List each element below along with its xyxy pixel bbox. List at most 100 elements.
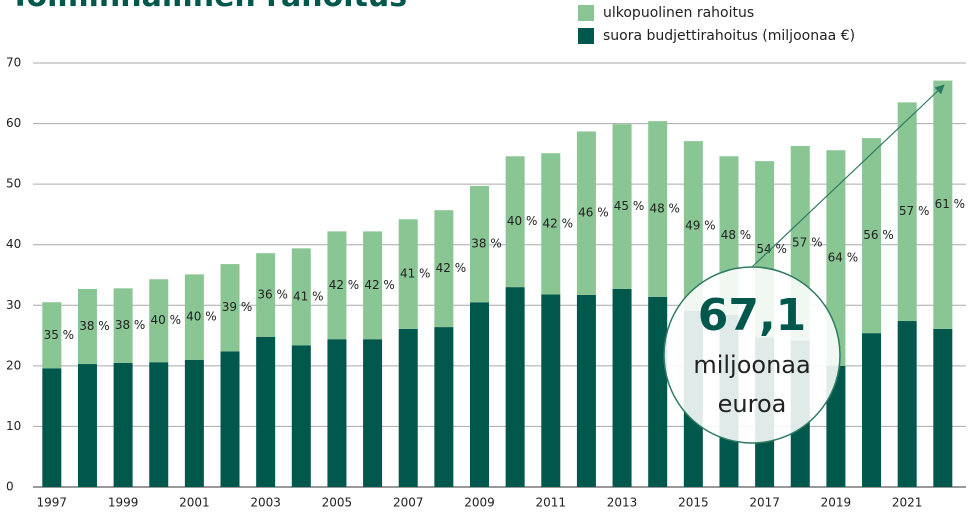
bar-segment <box>434 327 454 487</box>
bar-segment <box>826 150 846 366</box>
x-tick-label: 2021 <box>892 496 923 510</box>
bar-segment <box>184 274 204 360</box>
callout-value: 67,1 <box>698 290 807 341</box>
bar-segment <box>541 294 561 487</box>
bar-segment <box>42 368 62 487</box>
legend-swatch <box>578 28 594 44</box>
chart-title: Toiminnallinen rahoitus <box>10 0 407 14</box>
x-tick-label: 2009 <box>464 496 495 510</box>
share-label: 57 % <box>792 236 823 250</box>
bar-segment <box>612 124 632 289</box>
bar-segment <box>648 121 668 297</box>
bar-segment <box>505 156 525 288</box>
bar-segment <box>648 296 668 487</box>
share-label: 42 % <box>329 278 360 292</box>
y-tick-label: 30 <box>6 298 21 312</box>
callout-line: euroa <box>718 390 787 418</box>
x-tick-label: 2001 <box>179 496 210 510</box>
bar-segment <box>576 294 596 487</box>
x-tick-label: 2011 <box>536 496 567 510</box>
bar-segment <box>398 328 418 487</box>
x-tick-label: 2015 <box>678 496 709 510</box>
share-label: 42 % <box>364 278 395 292</box>
y-tick-label: 50 <box>6 177 21 191</box>
share-label: 38 % <box>79 319 110 333</box>
callout-circle <box>663 266 841 444</box>
bar-segment <box>77 364 97 487</box>
bar-segment <box>256 253 276 337</box>
bar-segment <box>933 80 953 329</box>
x-tick-label: 2003 <box>250 496 281 510</box>
bar-segment <box>184 359 204 487</box>
y-tick-label: 0 <box>6 480 14 494</box>
bar-segment <box>933 328 953 487</box>
legend-swatch <box>578 5 594 21</box>
bar-segment <box>113 362 133 487</box>
share-label: 42 % <box>543 216 574 230</box>
x-tick-label: 2017 <box>749 496 780 510</box>
bar-segment <box>612 288 632 487</box>
x-tick-label: 2013 <box>607 496 638 510</box>
x-tick-label: 2005 <box>322 496 353 510</box>
bar-segment <box>576 131 596 295</box>
share-label: 48 % <box>721 228 752 242</box>
bar-segment <box>327 339 347 487</box>
x-tick-label: 1999 <box>108 496 139 510</box>
share-label: 41 % <box>293 289 324 303</box>
x-tick-label: 1997 <box>37 496 68 510</box>
share-label: 40 % <box>150 313 181 327</box>
y-tick-label: 60 <box>6 116 21 130</box>
bar-segment <box>42 302 62 369</box>
bar-segment <box>220 264 240 352</box>
bar-segment <box>897 102 917 322</box>
y-tick-label: 20 <box>6 358 21 372</box>
bar-segment <box>862 138 882 334</box>
share-label: 36 % <box>257 287 288 301</box>
legend-label: ulkopuolinen rahoitus <box>603 5 754 21</box>
share-label: 38 % <box>115 318 146 332</box>
share-label: 64 % <box>828 251 859 265</box>
share-label: 57 % <box>899 204 930 218</box>
share-label: 46 % <box>578 206 609 220</box>
legend-label: suora budjettirahoitus (miljoonaa €) <box>603 28 855 44</box>
bar-segment <box>327 231 347 340</box>
x-tick-label: 2019 <box>821 496 852 510</box>
bar-segment <box>256 336 276 487</box>
bar-segment <box>363 339 383 487</box>
bar-segment <box>220 351 240 487</box>
arrow <box>751 84 945 268</box>
bar-segment <box>470 302 489 487</box>
bar-segment <box>683 141 703 311</box>
bar-segment <box>77 288 97 365</box>
bar-segment <box>398 219 418 329</box>
share-label: 35 % <box>44 328 75 342</box>
bar-segment <box>149 362 169 487</box>
callout-line: miljoonaa <box>693 351 810 379</box>
bar-segment <box>363 231 383 340</box>
bar-segment <box>826 365 846 487</box>
bar-segment <box>505 287 525 487</box>
y-tick-label: 40 <box>6 237 21 251</box>
share-label: 40 % <box>507 214 538 228</box>
share-label: 49 % <box>685 218 716 232</box>
share-label: 48 % <box>649 201 680 215</box>
bar-segment <box>434 210 454 328</box>
share-label: 42 % <box>436 261 467 275</box>
bar-segment <box>862 333 882 487</box>
bar-segment <box>897 321 917 487</box>
share-label: 61 % <box>935 197 966 211</box>
x-tick-label: 2007 <box>393 496 424 510</box>
share-label: 40 % <box>186 310 217 324</box>
bar-segment <box>291 248 311 346</box>
share-label: 38 % <box>471 237 502 251</box>
bar-segment <box>470 185 489 303</box>
bar-segment <box>541 153 561 295</box>
y-tick-label: 10 <box>6 419 21 433</box>
share-label: 39 % <box>222 300 253 314</box>
share-label: 41 % <box>400 267 431 281</box>
share-label: 56 % <box>863 228 894 242</box>
y-tick-label: 70 <box>6 56 21 70</box>
bar-segment <box>149 279 169 363</box>
share-label: 45 % <box>614 199 645 213</box>
